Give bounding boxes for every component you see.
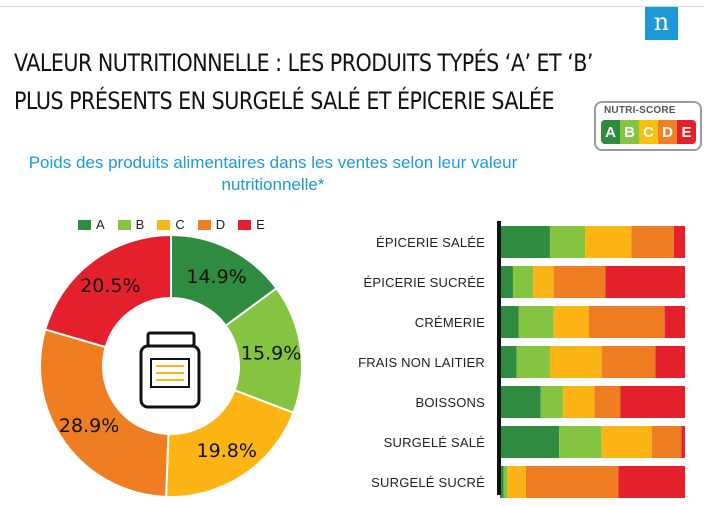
bar-segment-c-5 (601, 426, 652, 458)
legend-label-c: C (175, 217, 185, 232)
nutri-score-letter-b: B (620, 120, 639, 144)
bar-segment-c-1 (533, 266, 554, 298)
bar-segment-b-1 (512, 266, 534, 298)
bar-segment-b-2 (518, 306, 554, 338)
bar-segment-a-1 (500, 266, 513, 298)
donut-labels: 14.9% 15.9% 19.8% 28.9% 20.5% (59, 266, 301, 462)
legend-swatch-b (117, 219, 131, 230)
nutri-score-letter-a: A (601, 120, 620, 144)
category-label-cremerie: CRÉMERIE (414, 315, 485, 330)
bar-segment-d-5 (651, 426, 682, 458)
bar-segment-d-3 (601, 346, 656, 378)
title-line-1: VALEUR NUTRITIONNELLE : LES PRODUITS TYP… (14, 49, 593, 77)
logo-letter: n (653, 8, 670, 36)
legend-swatch-e (238, 219, 252, 230)
bar-segment-b-5 (559, 426, 602, 458)
chart-legend: A B C D E (78, 217, 265, 232)
bar-segment-c-3 (549, 346, 602, 378)
legend-swatch-c (157, 219, 171, 230)
legend-swatch-d (197, 219, 211, 230)
bar-segment-b-4 (540, 386, 563, 418)
bar-chart-axis (497, 221, 501, 495)
category-label-boissons: BOISSONS (415, 395, 485, 410)
bar-segment-a-6 (500, 466, 504, 498)
legend-label-d: D (215, 217, 226, 232)
legend-label-a: A (96, 217, 105, 232)
nutri-score-letter-e: E (677, 120, 696, 144)
top-divider (0, 6, 704, 7)
bar-segment-b-6 (503, 466, 508, 498)
bar-segment-e-1 (605, 266, 685, 298)
bar-segment-a-0 (500, 226, 550, 258)
bar-segment-d-1 (553, 266, 606, 298)
bar-segment-d-2 (588, 306, 665, 338)
bar-segment-d-0 (631, 226, 674, 258)
bar-segment-c-2 (553, 306, 589, 338)
stacked-bar-chart (500, 226, 685, 498)
bar-segment-c-4 (562, 386, 595, 418)
bar-segment-a-2 (500, 306, 519, 338)
nutri-score-scale: A B C D E (601, 120, 696, 144)
bar-segment-c-0 (585, 226, 632, 258)
donut-value-label-d: 28.9% (59, 415, 119, 437)
legend-item-b: B (117, 217, 145, 232)
bar-segment-e-3 (655, 346, 685, 378)
category-label-surgele-sale: SURGELÉ SALÉ (383, 435, 485, 450)
donut-value-label-e: 20.5% (80, 275, 140, 297)
legend-label-b: B (135, 217, 145, 232)
legend-item-d: D (197, 217, 226, 232)
bar-segment-a-5 (500, 426, 560, 458)
category-label-surgele-sucre: SURGELÉ SUCRÉ (371, 475, 485, 490)
legend-item-c: C (157, 217, 185, 232)
donut-value-label-c: 19.8% (197, 440, 257, 462)
nutri-score-badge: NUTRI-SCORE A B C D E (594, 101, 702, 151)
nutri-score-letter-c: C (639, 120, 658, 144)
page-title: VALEUR NUTRITIONNELLE : LES PRODUITS TYP… (14, 44, 593, 120)
legend-item-e: E (238, 217, 265, 232)
bar-segment-e-0 (673, 226, 685, 258)
bar-segment-a-4 (500, 386, 541, 418)
donut-chart-title: Poids des produits alimentaires dans les… (28, 153, 518, 194)
bar-segment-d-4 (594, 386, 621, 418)
category-label-epicerie-sucree: ÉPICERIE SUCRÉE (363, 275, 485, 290)
bar-segment-c-6 (507, 466, 526, 498)
bar-segment-b-3 (516, 346, 550, 378)
donut-chart: 14.9% 15.9% 19.8% 28.9% 20.5% (39, 235, 303, 498)
bar-segment-e-5 (681, 426, 685, 458)
bar-segment-a-3 (500, 346, 517, 378)
legend-label-e: E (256, 217, 265, 232)
bar-segment-e-4 (620, 386, 685, 418)
legend-item-a: A (78, 217, 105, 232)
bar-segment-b-0 (549, 226, 586, 258)
title-line-2: PLUS PRÉSENTS EN SURGELÉ SALÉ ET ÉPICERI… (14, 87, 555, 115)
bar-segment-e-2 (664, 306, 685, 338)
donut-value-label-a: 14.9% (186, 266, 246, 288)
nutri-score-letter-d: D (658, 120, 677, 144)
bar-segment-d-6 (525, 466, 619, 498)
bar-segment-e-6 (618, 466, 685, 498)
donut-slices (39, 235, 303, 498)
nutri-score-label: NUTRI-SCORE (604, 105, 676, 116)
donut-value-label-b: 15.9% (241, 342, 301, 364)
jar-icon (139, 331, 201, 409)
brand-logo[interactable]: n (645, 7, 678, 40)
category-label-epicerie-salee: ÉPICERIE SALÉE (375, 235, 485, 250)
category-label-frais-non-laitier: FRAIS NON LAITIER (358, 355, 485, 370)
legend-swatch-a (78, 219, 91, 230)
